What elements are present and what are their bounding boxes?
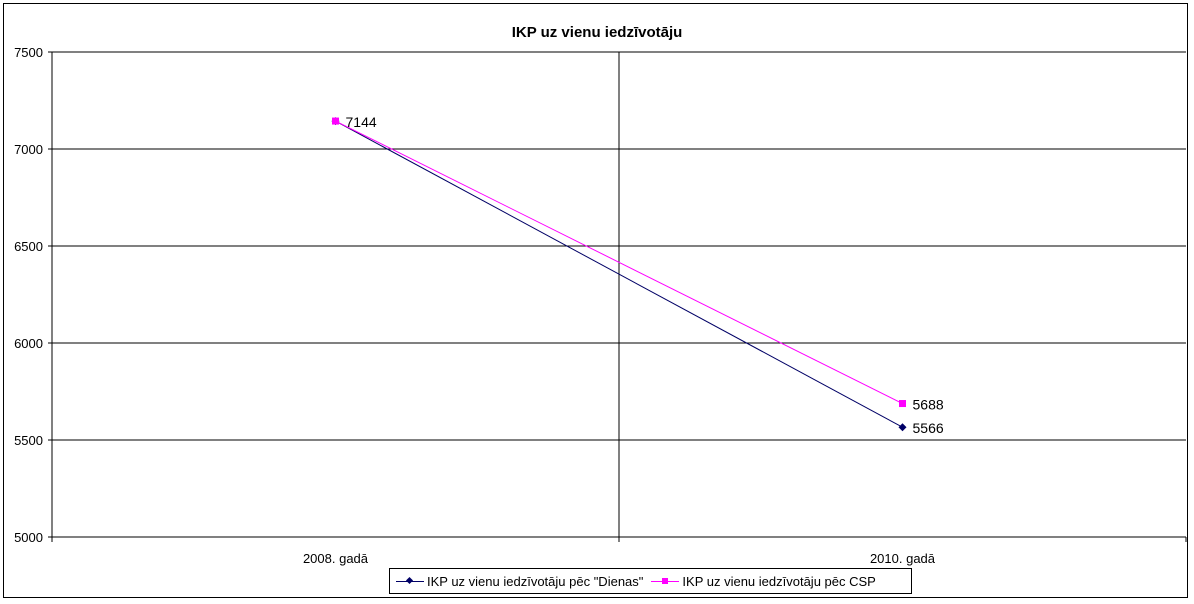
data-label: 7144 <box>346 114 377 130</box>
legend-label-dienas: IKP uz vienu iedzīvotāju pēc "Dienas" <box>427 573 644 589</box>
y-tick-label: 7000 <box>14 142 43 157</box>
chart-frame <box>3 3 1188 598</box>
y-tick-label: 5000 <box>14 530 43 545</box>
y-tick-label: 5500 <box>14 433 43 448</box>
data-point-diamond <box>898 423 907 432</box>
y-tick-label: 7500 <box>14 45 43 60</box>
grid <box>52 51 1186 538</box>
x-tick-label: 2008. gadā <box>303 551 369 566</box>
series-group <box>331 117 907 432</box>
data-point-square <box>899 400 906 408</box>
data-label: 5688 <box>913 397 944 413</box>
series-line-0 <box>335 120 903 428</box>
legend-label-csp: IKP uz vienu iedzīvotāju pēc CSP <box>682 573 876 589</box>
legend: IKP uz vienu iedzīvotāju pēc "Dienas" IK… <box>389 568 912 594</box>
x-tick-label: 2010. gadā <box>870 551 936 566</box>
series-line-1 <box>335 120 903 404</box>
legend-swatch-dienas <box>396 576 424 586</box>
data-label: 5566 <box>913 420 944 436</box>
data-labels: 5566 7144 5688 <box>346 114 944 436</box>
axes: 5000 5500 6000 6500 7000 7500 2008. gadā 2010. … <box>14 45 1187 566</box>
data-point-square <box>332 117 339 125</box>
y-tick-label: 6000 <box>14 336 43 351</box>
y-tick-label: 6500 <box>14 239 43 254</box>
legend-swatch-csp <box>651 576 680 586</box>
chart-title: IKP uz vienu iedzīvotāju <box>512 24 683 41</box>
legend-item-csp: IKP uz vienu iedzīvotāju pēc CSP <box>651 573 876 589</box>
legend-item-dienas: IKP uz vienu iedzīvotāju pēc "Dienas" <box>396 574 643 589</box>
